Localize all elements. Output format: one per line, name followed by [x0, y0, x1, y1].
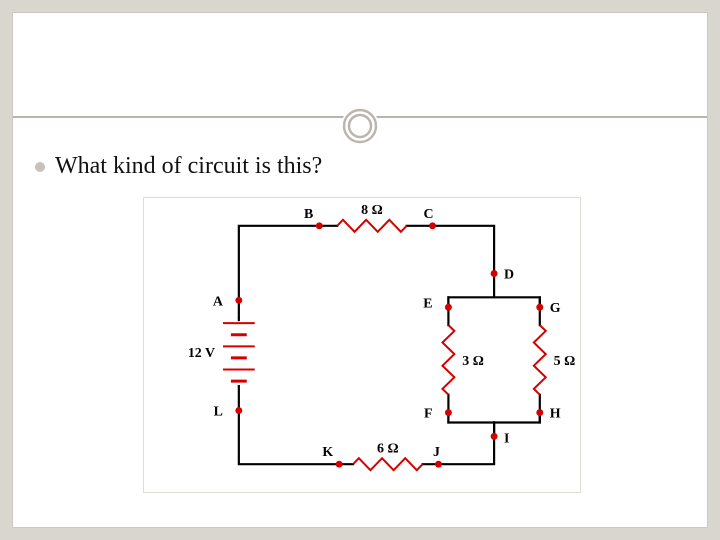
svg-text:F: F: [424, 407, 433, 422]
svg-text:D: D: [504, 267, 514, 282]
bullet-row: What kind of circuit is this?: [35, 153, 322, 180]
svg-text:3 Ω: 3 Ω: [462, 354, 484, 369]
svg-text:H: H: [550, 407, 561, 422]
svg-text:L: L: [214, 405, 223, 420]
svg-text:8 Ω: 8 Ω: [361, 203, 383, 218]
svg-text:K: K: [322, 445, 333, 460]
svg-text:E: E: [423, 296, 432, 311]
bullet-text: What kind of circuit is this?: [55, 153, 322, 180]
circuit-diagram: 8 Ω 3 Ω 5 Ω 6 Ω 12 V A B C D E F G H I J K L: [144, 198, 580, 492]
circuit-container: 8 Ω 3 Ω 5 Ω 6 Ω 12 V A B C D E F G H I J K L: [143, 197, 581, 493]
svg-text:C: C: [424, 207, 434, 222]
svg-text:5 Ω: 5 Ω: [554, 354, 576, 369]
svg-text:I: I: [504, 431, 509, 446]
slide-card: What kind of circuit is this? 8 Ω 3 Ω 5 Ω 6…: [12, 12, 708, 528]
header-ring-icon: [341, 107, 379, 145]
bullet-icon: [35, 162, 45, 172]
svg-text:6 Ω: 6 Ω: [377, 441, 399, 456]
svg-text:J: J: [433, 445, 440, 460]
svg-text:A: A: [213, 294, 223, 309]
svg-text:G: G: [550, 301, 561, 316]
svg-text:12 V: 12 V: [188, 346, 215, 361]
svg-text:B: B: [304, 207, 313, 222]
